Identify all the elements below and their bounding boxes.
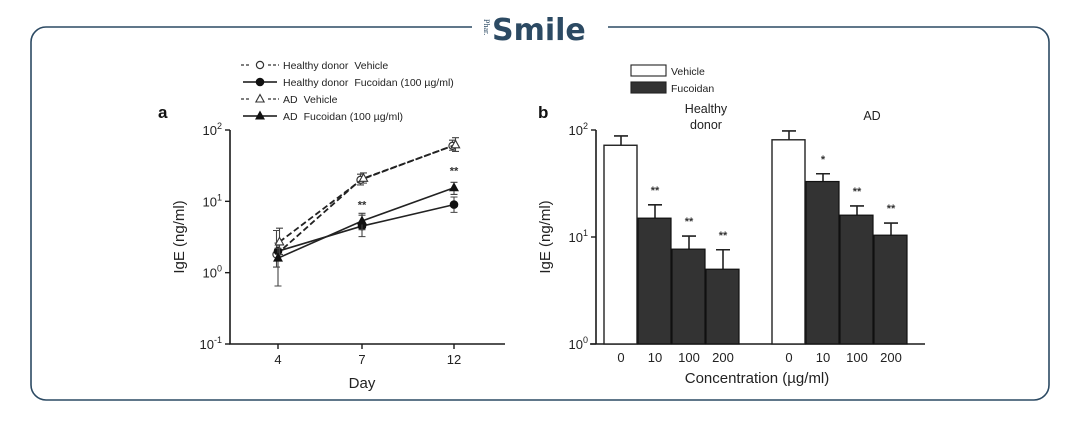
legend-marker-icon	[255, 77, 265, 87]
panel-b-y-ticks: 102 101 100	[569, 121, 596, 352]
y-tick-label: 100	[569, 335, 588, 352]
significance-marker: **	[358, 200, 367, 212]
bar	[705, 268, 740, 345]
error-bar	[716, 248, 730, 270]
x-tick-label: 0	[617, 350, 624, 365]
y-tick-label: 101	[569, 228, 588, 245]
error-bar	[816, 172, 830, 182]
group-label: donor	[690, 118, 722, 132]
y-tick-label: 10-1	[200, 335, 222, 352]
significance-marker: **	[651, 185, 660, 197]
series-3	[273, 181, 459, 287]
bar-group-1: *****	[771, 130, 908, 345]
legend-item: Healthy donor Vehicle	[241, 60, 388, 72]
legend-label: AD Fucoidan (100 µg/ml)	[283, 111, 403, 123]
panel-a-legend: Healthy donor Vehicle Healthy donor Fucoida…	[241, 60, 454, 123]
panel-a-axes	[229, 130, 505, 345]
legend-swatch	[630, 81, 667, 94]
panel-a-x-axis-title: Day	[349, 375, 376, 392]
data-point	[357, 215, 367, 225]
legend-item: Vehicle	[630, 64, 705, 78]
panel-a-y-ticks: 102 101 100 10-1	[200, 121, 230, 352]
panel-a-x-ticks: 4 7 12	[274, 344, 461, 367]
error-bar	[682, 235, 696, 250]
x-tick-label: 4	[274, 352, 281, 367]
x-tick-label: 12	[447, 352, 461, 367]
legend-label: Healthy donor Vehicle	[283, 60, 388, 72]
brand-logo: Phar. Smile	[472, 13, 608, 48]
legend-label: Healthy donor Fucoidan (100 µg/ml)	[283, 77, 454, 89]
legend-marker-icon	[255, 110, 265, 120]
legend-item: Fucoidan	[630, 81, 714, 95]
legend-item: AD Fucoidan (100 µg/ml)	[243, 110, 403, 123]
series-2	[274, 137, 461, 256]
significance-marker: *	[821, 154, 826, 166]
legend-swatch	[630, 64, 667, 77]
bar	[805, 180, 840, 345]
legend-marker-icon	[254, 93, 266, 103]
panel-b-y-axis-title: IgE (ng/ml)	[537, 200, 554, 273]
data-point	[273, 252, 283, 262]
panel-b-bars: ***********	[603, 130, 908, 345]
y-tick-label: 101	[203, 192, 222, 209]
x-tick-label: 10	[648, 350, 662, 365]
panel-a-line-chart: a Healthy donor Vehicle Healthy donor Fucoi…	[158, 60, 505, 392]
data-point	[358, 172, 369, 182]
logo-gap	[472, 14, 608, 42]
bar	[637, 217, 672, 345]
data-point	[450, 139, 461, 149]
error-bar	[782, 130, 796, 140]
x-tick-label: 10	[816, 350, 830, 365]
bar-group-0: ** ** **	[603, 135, 740, 345]
bar	[771, 139, 806, 345]
panel-b-x-ticks: 0 10 100 200 0 10 100 200	[617, 350, 901, 365]
significance-marker: **	[719, 230, 728, 242]
panel-b-legend: Vehicle Fucoidan	[630, 64, 714, 95]
bar	[603, 144, 638, 345]
group-label: AD	[863, 109, 880, 123]
x-tick-label: 200	[880, 350, 902, 365]
error-bar	[850, 205, 864, 216]
panel-b-label: b	[538, 103, 548, 122]
bar	[671, 248, 706, 345]
panel-a-y-axis-title: IgE (ng/ml)	[171, 200, 188, 273]
data-point	[449, 182, 459, 192]
x-tick-label: 7	[358, 352, 365, 367]
legend-item: Healthy donor Fucoidan (100 µg/ml)	[243, 77, 454, 89]
x-tick-label: 0	[785, 350, 792, 365]
y-tick-label: 102	[203, 121, 222, 138]
legend-label: AD Vehicle	[283, 94, 338, 106]
panel-b-group-labels: Healthy donor AD	[685, 102, 881, 132]
error-bar	[884, 222, 898, 236]
legend-label: Vehicle	[671, 66, 705, 78]
data-point	[449, 200, 459, 209]
data-point	[274, 236, 285, 246]
y-tick-label: 102	[569, 121, 588, 138]
error-bar	[648, 203, 662, 219]
x-tick-label: 100	[678, 350, 700, 365]
significance-marker: **	[887, 203, 896, 215]
error-bar	[614, 135, 628, 146]
panel-a-annotations: ** **	[358, 166, 459, 212]
significance-marker: **	[450, 166, 459, 178]
significance-marker: **	[853, 186, 862, 198]
bar	[839, 214, 874, 345]
legend-marker-icon	[255, 60, 265, 70]
legend-label: Fucoidan	[671, 83, 714, 95]
legend-item: AD Vehicle	[241, 93, 338, 106]
brand-name: Smile	[492, 13, 586, 48]
brand-prefix: Phar.	[482, 19, 491, 35]
x-tick-label: 100	[846, 350, 868, 365]
x-tick-label: 200	[712, 350, 734, 365]
panel-b-x-axis-title: Concentration (µg/ml)	[685, 370, 830, 387]
significance-marker: **	[685, 216, 694, 228]
y-tick-label: 100	[203, 264, 222, 281]
bar	[873, 234, 908, 345]
group-label: Healthy	[685, 102, 728, 116]
panel-a-series	[272, 137, 461, 287]
panel-a-label: a	[158, 103, 168, 122]
